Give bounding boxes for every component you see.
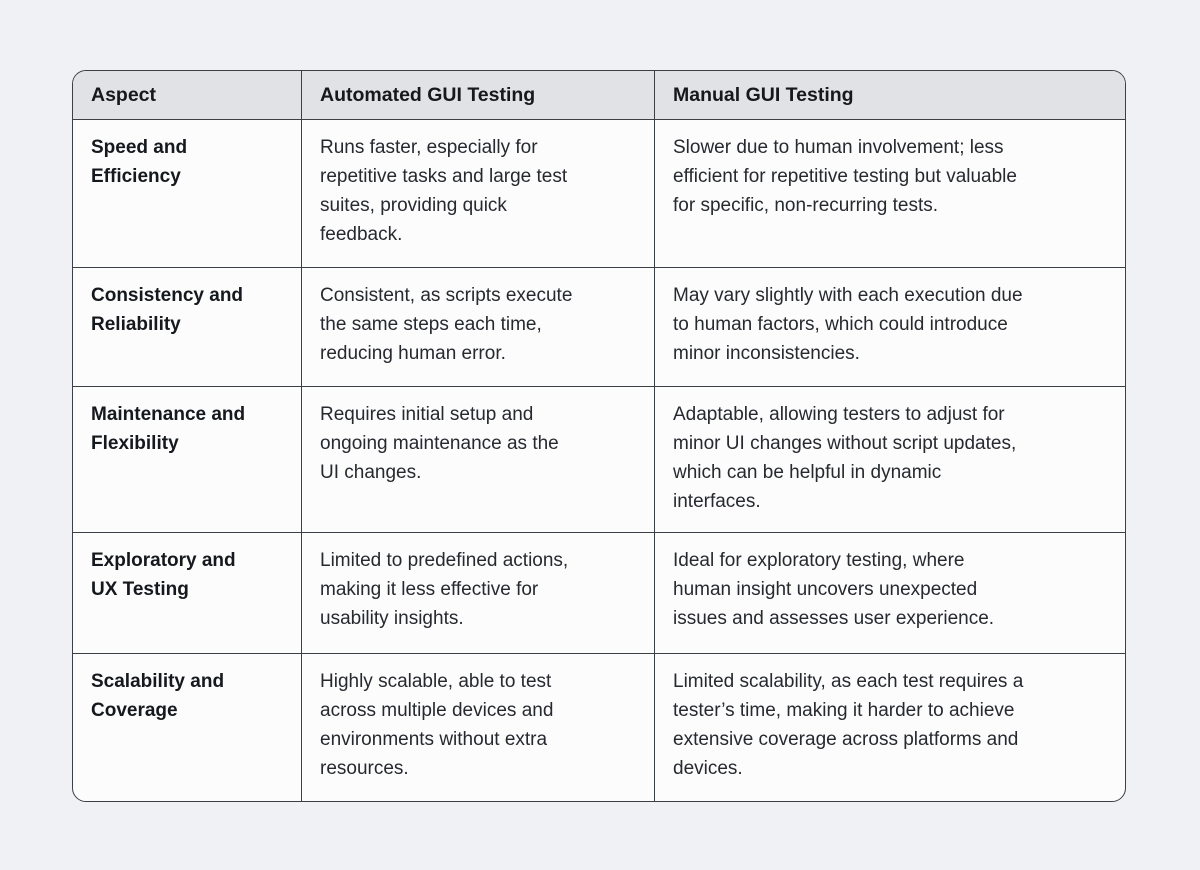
manual-cell: Slower due to human involvement; less ef…: [654, 120, 1125, 267]
aspect-label: Speed and Efficiency: [91, 137, 188, 187]
aspect-label: Exploratory and UX Testing: [91, 550, 236, 600]
aspect-label: Scalability and Coverage: [91, 671, 225, 721]
table-row-speed-and-efficiency: Speed and Efficiency Runs faster, especi…: [73, 119, 1125, 267]
column-header-manual-gui-testing: Manual GUI Testing: [654, 71, 1125, 119]
column-header-aspect: Aspect: [91, 83, 157, 106]
comparison-table: Aspect Automated GUI Testing Manual GUI …: [72, 70, 1126, 802]
table-header-row: Aspect Automated GUI Testing Manual GUI …: [73, 71, 1125, 119]
automated-cell: Highly scalable, able to test across mul…: [301, 654, 654, 801]
table-row-exploratory-and-ux-testing: Exploratory and UX Testing Limited to pr…: [73, 532, 1125, 653]
manual-cell: May vary slightly with each execution du…: [654, 268, 1125, 386]
table-row-consistency-and-reliability: Consistency and Reliability Consistent, …: [73, 267, 1125, 386]
aspect-label: Maintenance and Flexibility: [91, 404, 246, 454]
column-header-automated-gui-testing: Automated GUI Testing: [301, 71, 654, 119]
automated-cell: Consistent, as scripts execute the same …: [301, 268, 654, 386]
automated-cell: Runs faster, especially for repetitive t…: [301, 120, 654, 267]
manual-cell: Limited scalability, as each test requir…: [654, 654, 1125, 801]
manual-cell: Ideal for exploratory testing, where hum…: [654, 533, 1125, 653]
manual-cell: Adaptable, allowing testers to adjust fo…: [654, 387, 1125, 532]
automated-cell: Requires initial setup and ongoing maint…: [301, 387, 654, 532]
automated-cell: Limited to predefined actions, making it…: [301, 533, 654, 653]
aspect-label: Consistency and Reliability: [91, 285, 244, 335]
table-row-scalability-and-coverage: Scalability and Coverage Highly scalable…: [73, 653, 1125, 801]
table-row-maintenance-and-flexibility: Maintenance and Flexibility Requires ini…: [73, 386, 1125, 532]
